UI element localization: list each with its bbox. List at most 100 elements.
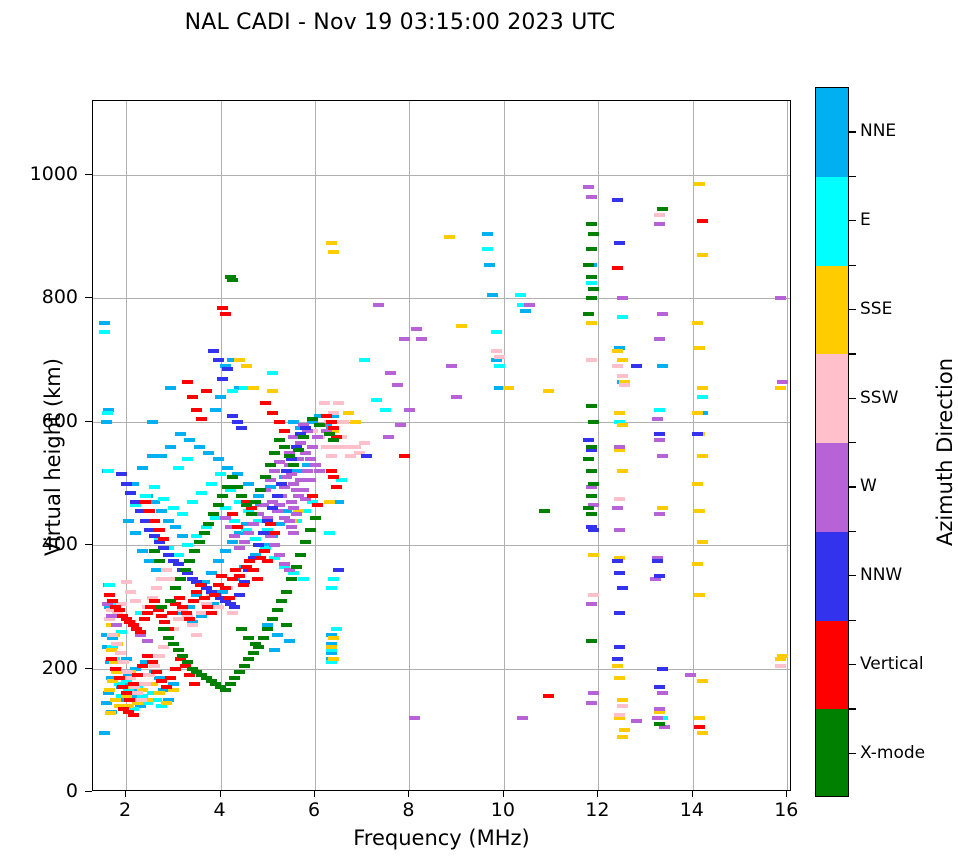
- scatter-marker: [243, 530, 255, 535]
- gridline-vertical: [692, 101, 694, 790]
- scatter-marker: [300, 540, 311, 545]
- scatter-marker: [333, 500, 345, 504]
- scatter-marker: [307, 444, 319, 449]
- scatter-marker: [156, 604, 167, 609]
- scatter-marker: [616, 358, 628, 363]
- scatter-marker: [144, 672, 156, 677]
- scatter-marker: [146, 660, 158, 665]
- scatter-marker: [226, 358, 238, 363]
- scatter-marker: [694, 509, 706, 514]
- scatter-marker: [120, 694, 132, 699]
- scatter-marker: [274, 503, 286, 508]
- scatter-marker: [618, 382, 630, 387]
- colorbar-segment-ssw: [816, 354, 848, 443]
- scatter-marker: [328, 429, 340, 434]
- colorbar-segment-e: [816, 176, 848, 266]
- scatter-marker: [224, 682, 236, 686]
- scatter-marker: [340, 444, 352, 449]
- scatter-marker: [283, 453, 295, 458]
- scatter-marker: [278, 444, 290, 449]
- scatter-marker: [392, 382, 404, 387]
- scatter-marker: [295, 552, 307, 557]
- scatter-marker: [137, 549, 149, 554]
- scatter-marker: [588, 527, 600, 532]
- scatter-marker: [233, 530, 245, 535]
- scatter-marker: [148, 534, 160, 538]
- scatter-marker: [159, 620, 171, 625]
- scatter-marker: [373, 302, 385, 307]
- gridline-vertical: [598, 101, 600, 790]
- scatter-marker: [271, 509, 283, 514]
- scatter-marker: [328, 250, 340, 255]
- scatter-marker: [307, 500, 319, 504]
- scatter-marker: [233, 358, 245, 363]
- scatter-marker: [210, 515, 222, 520]
- scatter-marker: [165, 675, 177, 680]
- scatter-marker: [267, 370, 278, 375]
- scatter-marker: [100, 632, 112, 637]
- scatter-marker: [205, 571, 217, 575]
- scatter-marker: [174, 657, 186, 662]
- scatter-marker: [105, 711, 117, 715]
- scatter-marker: [219, 598, 231, 603]
- scatter-marker: [167, 682, 179, 686]
- x-axis-tick: [691, 791, 693, 797]
- scatter-marker: [616, 469, 628, 474]
- scatter-marker: [167, 506, 179, 511]
- scatter-marker: [326, 651, 337, 656]
- scatter-marker: [321, 413, 333, 418]
- scatter-marker: [611, 197, 623, 202]
- scatter-marker: [158, 626, 170, 631]
- scatter-marker: [114, 651, 126, 656]
- scatter-marker: [122, 518, 134, 523]
- scatter-marker: [179, 567, 191, 572]
- scatter-marker: [656, 666, 668, 671]
- scatter-marker: [219, 586, 231, 591]
- scatter-marker: [182, 614, 193, 619]
- scatter-marker: [212, 604, 224, 609]
- scatter-marker: [281, 469, 293, 474]
- y-axis-tick: [85, 174, 92, 175]
- scatter-marker: [212, 456, 224, 461]
- scatter-marker: [311, 503, 323, 508]
- scatter-marker: [241, 500, 252, 504]
- scatter-marker: [519, 308, 531, 313]
- scatter-marker: [241, 521, 252, 526]
- scatter-marker: [102, 407, 114, 412]
- scatter-marker: [112, 611, 124, 616]
- scatter-marker: [614, 555, 626, 560]
- scatter-marker: [411, 327, 422, 332]
- scatter-marker: [283, 638, 295, 643]
- scatter-marker: [484, 262, 496, 267]
- scatter-marker: [262, 626, 274, 631]
- scatter-marker: [269, 543, 281, 548]
- scatter-marker: [137, 663, 149, 668]
- scatter-marker: [135, 697, 147, 702]
- scatter-marker: [160, 685, 172, 690]
- x-axis-tick: [786, 791, 788, 797]
- scatter-marker: [251, 577, 263, 582]
- scatter-marker: [491, 330, 503, 335]
- scatter-marker: [165, 444, 177, 449]
- scatter-marker: [611, 558, 623, 563]
- scatter-marker: [614, 527, 626, 532]
- scatter-marker: [200, 675, 212, 680]
- scatter-marker: [326, 648, 337, 653]
- scatter-marker: [685, 672, 696, 677]
- scatter-marker: [292, 509, 304, 514]
- scatter-marker: [274, 521, 286, 526]
- scatter-marker: [132, 691, 144, 696]
- scatter-marker: [250, 641, 262, 646]
- scatter-marker: [774, 663, 786, 668]
- scatter-marker: [245, 506, 257, 511]
- scatter-marker: [115, 472, 127, 477]
- scatter-marker: [588, 481, 600, 486]
- scatter-marker: [616, 373, 628, 378]
- scatter-marker: [111, 641, 123, 646]
- scatter-marker: [101, 601, 113, 606]
- scatter-marker: [285, 456, 297, 461]
- scatter-marker: [238, 540, 250, 545]
- scatter-marker: [120, 678, 132, 683]
- scatter-marker: [104, 592, 115, 597]
- scatter-marker: [212, 503, 224, 508]
